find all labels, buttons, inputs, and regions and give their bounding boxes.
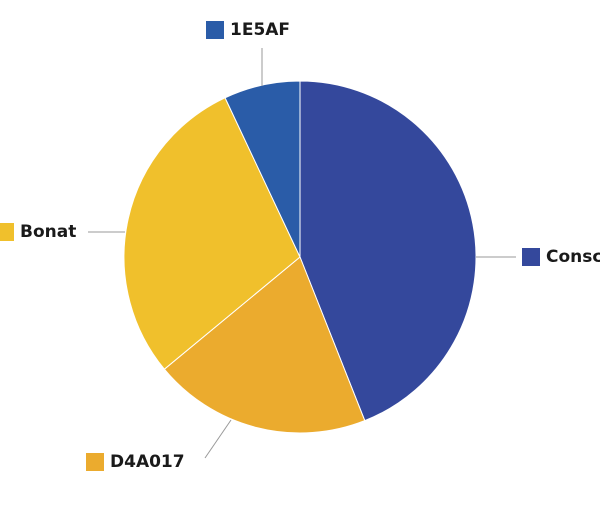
slice-label: Bonat — [20, 222, 76, 242]
slice-label: D4A017 — [110, 452, 185, 472]
legend-swatch — [86, 453, 104, 471]
slice-label: Consc — [546, 247, 600, 267]
pie-slice — [163, 256, 366, 434]
slice-label: 1E5AF — [230, 20, 290, 40]
legend-swatch — [522, 248, 540, 266]
legend-swatch — [206, 21, 224, 39]
pie-slice — [123, 97, 301, 370]
leader-line — [204, 419, 232, 459]
legend-swatch — [0, 223, 14, 241]
pie-slice — [299, 80, 477, 422]
